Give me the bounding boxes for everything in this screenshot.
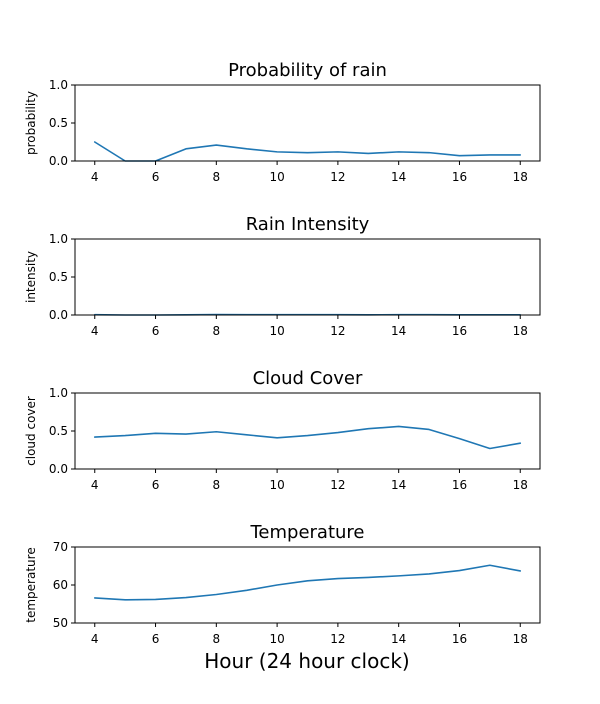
chart-panel-1: Probability of rain 4 6 8 10 12 14 16 18 0.0 0.5 1.… bbox=[24, 60, 540, 184]
x-tick-label: 18 bbox=[513, 324, 528, 338]
x-tick-label: 12 bbox=[330, 170, 345, 184]
x-tick-label: 18 bbox=[513, 170, 528, 184]
y-axis-label: intensity bbox=[24, 251, 38, 303]
x-tick-label: 6 bbox=[152, 170, 160, 184]
x-tick-label: 8 bbox=[213, 324, 221, 338]
x-tick-label: 8 bbox=[213, 170, 221, 184]
x-tick-label: 12 bbox=[330, 632, 345, 646]
series-line-1 bbox=[95, 426, 521, 448]
x-tick-label: 14 bbox=[391, 170, 406, 184]
figure-x-axis-label: Hour (24 hour clock) bbox=[204, 649, 409, 673]
x-tick-label: 8 bbox=[213, 478, 221, 492]
y-tick-label: 70 bbox=[53, 540, 68, 554]
x-tick-label: 4 bbox=[91, 324, 99, 338]
y-tick-label: 1.0 bbox=[49, 386, 68, 400]
y-tick-label: 0.5 bbox=[49, 270, 68, 284]
x-tick-label: 10 bbox=[269, 478, 284, 492]
y-tick-label: 60 bbox=[53, 578, 68, 592]
x-tick-label: 14 bbox=[391, 324, 406, 338]
x-tick-label: 10 bbox=[269, 170, 284, 184]
x-tick-label: 8 bbox=[213, 632, 221, 646]
axes-frame bbox=[75, 85, 540, 161]
y-tick-label: 1.0 bbox=[49, 232, 68, 246]
y-tick-label: 0.0 bbox=[49, 462, 68, 476]
y-tick-label: 0.5 bbox=[49, 116, 68, 130]
x-tick-label: 14 bbox=[391, 632, 406, 646]
x-tick-label: 16 bbox=[452, 478, 467, 492]
x-tick-label: 6 bbox=[152, 324, 160, 338]
chart-title: Temperature bbox=[249, 522, 364, 543]
chart-title: Probability of rain bbox=[228, 60, 387, 81]
x-tick-label: 16 bbox=[452, 632, 467, 646]
x-tick-label: 16 bbox=[452, 170, 467, 184]
y-tick-label: 0.0 bbox=[49, 308, 68, 322]
y-tick-label: 0.0 bbox=[49, 154, 68, 168]
x-tick-label: 18 bbox=[513, 478, 528, 492]
x-tick-label: 4 bbox=[91, 478, 99, 492]
axes-frame bbox=[75, 547, 540, 623]
x-tick-label: 10 bbox=[269, 632, 284, 646]
x-tick-label: 6 bbox=[152, 478, 160, 492]
y-axis-label: cloud cover bbox=[24, 396, 38, 466]
chart-panel-2: Rain Intensity 4 6 8 10 12 14 16 18 0.0 0.5 1.0 inte… bbox=[24, 214, 540, 338]
y-tick-label: 1.0 bbox=[49, 78, 68, 92]
x-tick-label: 12 bbox=[330, 478, 345, 492]
x-tick-label: 10 bbox=[269, 324, 284, 338]
x-tick-label: 16 bbox=[452, 324, 467, 338]
axes-frame bbox=[75, 239, 540, 315]
series-line-1 bbox=[95, 565, 521, 600]
y-tick-label: 0.5 bbox=[49, 424, 68, 438]
y-axis-label: probability bbox=[24, 91, 38, 155]
chart-title: Rain Intensity bbox=[246, 214, 370, 235]
x-tick-label: 4 bbox=[91, 632, 99, 646]
x-tick-label: 12 bbox=[330, 324, 345, 338]
y-tick-label: 50 bbox=[53, 616, 68, 630]
chart-panel-3: Cloud Cover 4 6 8 10 12 14 16 18 0.0 0.5 1.0 cloud c… bbox=[24, 368, 540, 492]
chart-title: Cloud Cover bbox=[253, 368, 363, 389]
x-tick-label: 4 bbox=[91, 170, 99, 184]
x-tick-label: 14 bbox=[391, 478, 406, 492]
x-tick-label: 18 bbox=[513, 632, 528, 646]
series-line-1 bbox=[95, 142, 521, 161]
y-axis-label: temperature bbox=[24, 547, 38, 622]
axes-frame bbox=[75, 393, 540, 469]
x-tick-label: 6 bbox=[152, 632, 160, 646]
chart-panel-4: Temperature 4 6 8 10 12 14 16 18 50 60 70 temperatur… bbox=[24, 522, 540, 646]
